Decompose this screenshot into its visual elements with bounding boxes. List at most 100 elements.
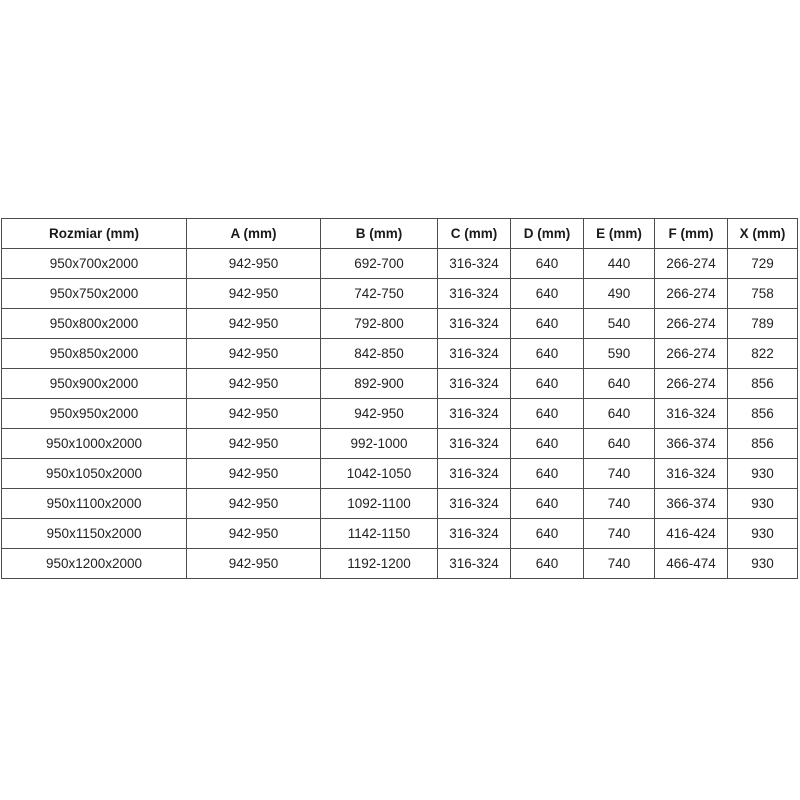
header-row: Rozmiar (mm) A (mm) B (mm) C (mm) D (mm) E (m… xyxy=(1,218,798,249)
table-cell: 640 xyxy=(510,308,584,339)
table-cell: 856 xyxy=(727,428,798,459)
column-header: E (mm) xyxy=(583,218,655,249)
table-cell: 266-274 xyxy=(654,338,728,369)
table-cell: 1092-1100 xyxy=(320,488,438,519)
column-header: B (mm) xyxy=(320,218,438,249)
table-cell: 640 xyxy=(510,428,584,459)
table-cell: 640 xyxy=(510,488,584,519)
table-cell: 466-474 xyxy=(654,548,728,579)
column-header: C (mm) xyxy=(437,218,511,249)
table-cell: 942-950 xyxy=(186,518,321,549)
table-cell: 316-324 xyxy=(437,488,511,519)
table-cell: 950x1100x2000 xyxy=(1,488,187,519)
table-cell: 758 xyxy=(727,278,798,309)
table-cell: 992-1000 xyxy=(320,428,438,459)
table-cell: 892-900 xyxy=(320,368,438,399)
table-cell: 740 xyxy=(583,548,655,579)
table-row: 950x950x2000 942-950 942-950 316-324 640 640 3… xyxy=(1,398,798,429)
table-cell: 740 xyxy=(583,488,655,519)
table-cell: 1192-1200 xyxy=(320,548,438,579)
table-cell: 1142-1150 xyxy=(320,518,438,549)
table-cell: 950x1050x2000 xyxy=(1,458,187,489)
table-cell: 440 xyxy=(583,248,655,279)
table-cell: 640 xyxy=(510,278,584,309)
table-cell: 856 xyxy=(727,368,798,399)
table-cell: 942-950 xyxy=(320,398,438,429)
table-cell: 942-950 xyxy=(186,428,321,459)
table-row: 950x850x2000 942-950 842-850 316-324 640 590 2… xyxy=(1,338,798,369)
table-row: 950x1050x2000 942-950 1042-1050 316-324 640 7… xyxy=(1,458,798,489)
table-cell: 316-324 xyxy=(437,398,511,429)
table-cell: 416-424 xyxy=(654,518,728,549)
table-cell: 950x850x2000 xyxy=(1,338,187,369)
table-cell: 950x800x2000 xyxy=(1,308,187,339)
table-cell: 266-274 xyxy=(654,308,728,339)
table-cell: 640 xyxy=(583,368,655,399)
table-cell: 316-324 xyxy=(437,518,511,549)
table-cell: 316-324 xyxy=(437,368,511,399)
table-row: 950x900x2000 942-950 892-900 316-324 640 640 2… xyxy=(1,368,798,399)
table-cell: 640 xyxy=(510,248,584,279)
table-cell: 842-850 xyxy=(320,338,438,369)
table-cell: 366-374 xyxy=(654,488,728,519)
table-row: 950x1100x2000 942-950 1092-1100 316-324 640 7… xyxy=(1,488,798,519)
column-header: F (mm) xyxy=(654,218,728,249)
table-cell: 640 xyxy=(510,518,584,549)
table-cell: 316-324 xyxy=(437,278,511,309)
table-cell: 950x1000x2000 xyxy=(1,428,187,459)
table-cell: 640 xyxy=(510,338,584,369)
table-cell: 792-800 xyxy=(320,308,438,339)
table-cell: 640 xyxy=(583,398,655,429)
table-cell: 742-750 xyxy=(320,278,438,309)
table-cell: 930 xyxy=(727,458,798,489)
table-cell: 316-324 xyxy=(437,308,511,339)
table-cell: 692-700 xyxy=(320,248,438,279)
table-cell: 266-274 xyxy=(654,248,728,279)
table-cell: 266-274 xyxy=(654,368,728,399)
table-row: 950x700x2000 942-950 692-700 316-324 640 440 2… xyxy=(1,248,798,279)
table-cell: 942-950 xyxy=(186,548,321,579)
table-cell: 942-950 xyxy=(186,248,321,279)
table-cell: 950x900x2000 xyxy=(1,368,187,399)
table-cell: 316-324 xyxy=(437,548,511,579)
column-header: Rozmiar (mm) xyxy=(1,218,187,249)
table-cell: 942-950 xyxy=(186,368,321,399)
table-cell: 950x700x2000 xyxy=(1,248,187,279)
table-cell: 942-950 xyxy=(186,458,321,489)
table-cell: 740 xyxy=(583,518,655,549)
table-cell: 366-374 xyxy=(654,428,728,459)
table-cell: 950x950x2000 xyxy=(1,398,187,429)
table-cell: 942-950 xyxy=(186,308,321,339)
table-cell: 930 xyxy=(727,548,798,579)
table-body: 950x700x2000 942-950 692-700 316-324 640 440 2… xyxy=(1,248,798,579)
table-cell: 540 xyxy=(583,308,655,339)
table-cell: 950x1150x2000 xyxy=(1,518,187,549)
table-row: 950x800x2000 942-950 792-800 316-324 640 540 2… xyxy=(1,308,798,339)
table-cell: 316-324 xyxy=(654,458,728,489)
table-cell: 640 xyxy=(510,398,584,429)
column-header: D (mm) xyxy=(510,218,584,249)
table-cell: 856 xyxy=(727,398,798,429)
table-cell: 266-274 xyxy=(654,278,728,309)
table-cell: 316-324 xyxy=(437,338,511,369)
table-cell: 950x750x2000 xyxy=(1,278,187,309)
table-cell: 590 xyxy=(583,338,655,369)
table-row: 950x1200x2000 942-950 1192-1200 316-324 640 7… xyxy=(1,548,798,579)
table-cell: 930 xyxy=(727,488,798,519)
table-cell: 640 xyxy=(510,548,584,579)
table-cell: 789 xyxy=(727,308,798,339)
table-cell: 942-950 xyxy=(186,338,321,369)
table-cell: 316-324 xyxy=(654,398,728,429)
table-cell: 640 xyxy=(583,428,655,459)
table-row: 950x1000x2000 942-950 992-1000 316-324 640 64… xyxy=(1,428,798,459)
size-spec-table-container: Rozmiar (mm) A (mm) B (mm) C (mm) D (mm) E (m… xyxy=(1,218,798,579)
table-row: 950x1150x2000 942-950 1142-1150 316-324 640 7… xyxy=(1,518,798,549)
table-header: Rozmiar (mm) A (mm) B (mm) C (mm) D (mm) E (m… xyxy=(1,218,798,249)
table-cell: 640 xyxy=(510,458,584,489)
table-cell: 942-950 xyxy=(186,488,321,519)
table-cell: 942-950 xyxy=(186,278,321,309)
table-cell: 930 xyxy=(727,518,798,549)
table-cell: 316-324 xyxy=(437,458,511,489)
size-spec-table: Rozmiar (mm) A (mm) B (mm) C (mm) D (mm) E (m… xyxy=(1,218,798,579)
